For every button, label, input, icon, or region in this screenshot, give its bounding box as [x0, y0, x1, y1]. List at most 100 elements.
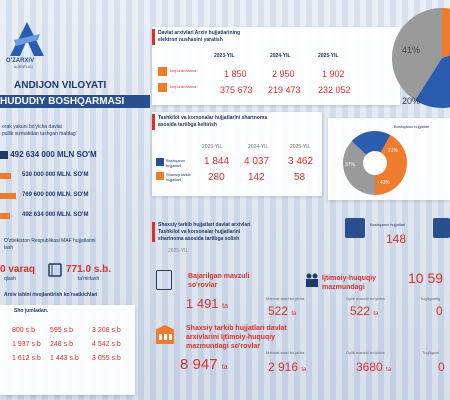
digital-year-1: 2023-YIL	[214, 53, 235, 59]
shaxsiy-year: 2025-YIL	[168, 248, 189, 254]
arxiv-cell: 3 208 s.b	[92, 327, 121, 334]
digital-r2c1: 375 673	[220, 85, 253, 95]
revenue-total: 492 634 000 MLN SO'M	[0, 150, 97, 159]
digital-r1c2: 2 950	[272, 69, 295, 79]
bajarilgan-value: 1 491 ta	[186, 296, 228, 311]
arxiv-cell: 3 055 s.b	[92, 355, 121, 362]
digital-year-2: 2024-YIL	[270, 53, 291, 59]
bottom-title-line1: Shaxsiy tarkib hujjatlari davlat	[186, 325, 287, 332]
revenue-bar	[0, 173, 11, 179]
tashkilot-year-2: 2024-YIL	[248, 144, 269, 150]
logo-text: O'ZARXIV	[6, 58, 35, 64]
digital-r1c1: 1 850	[224, 69, 247, 79]
shaxsiy-boshqaruv-label: Boshqaruv hujjatlari	[370, 222, 406, 227]
pie1-slice	[415, 55, 450, 108]
ijtimoiy-sub-label-1: Mehnat stazi bo'yicha	[266, 296, 305, 301]
tashkilot-row2-label: Shaxsiy tarkib hujjatlari	[166, 172, 191, 182]
maf-caption-line1: O'zbekiston Respublikasi MAF hujjatlarin…	[4, 238, 96, 244]
box-icon-2	[158, 83, 167, 92]
revenue-bar	[0, 213, 10, 219]
ijtimoiy-sub-1-value: 522	[268, 304, 289, 318]
ijtimoiy-title-line2: mazmundagi	[322, 284, 365, 291]
bottom-sub-2: 3680 ta	[356, 360, 391, 374]
arxiv-cell: 1 612 s.b	[12, 355, 41, 362]
arxiv-cell: 248 s.b	[50, 341, 73, 348]
bajarilgan-title-line2: so'rovlar	[188, 282, 218, 289]
bajarilgan-title-line1: Bajarilgan mavzuli	[188, 273, 250, 280]
stat-varaq: 0 varaq	[0, 264, 36, 275]
pie1-label-1: 41%	[402, 45, 420, 55]
bottom-sub-3: 0	[438, 360, 445, 374]
folder-icon-2	[156, 172, 164, 180]
archive-icon	[345, 218, 365, 238]
bajarilgan-title: Bajarilgan mavzuli so'rovlar	[188, 272, 249, 290]
pie2-slice	[343, 141, 375, 195]
digital-title-line2: elektron nushasini yaratish	[158, 37, 223, 43]
shaxsiy-title: Shaxsiy tarkib hujjatlari davlat arxivla…	[152, 222, 251, 243]
bottom-sub-label-2: Oylik maoshi bo'yicha	[346, 350, 385, 355]
ijtimoiy-sub-1-unit: ta	[291, 311, 297, 317]
bottom-sub-label-1: Mehnat stazi bo'yicha	[266, 350, 305, 355]
bottom-title-line3: mazmundagi so'rovlar	[186, 343, 261, 350]
stat-sb-sub: ta'mirlash	[78, 276, 100, 282]
pie-chart-digital: 41% 20%	[392, 8, 450, 108]
ijtimoiy-sub-3: 0	[436, 304, 443, 318]
money-icon	[0, 150, 8, 159]
tashkilot-r2c3: 58	[294, 172, 306, 183]
digital-r2c3: 232 052	[318, 85, 351, 95]
digital-r2c2: 219 473	[268, 85, 301, 95]
bottom-title-line2: arxivlarini Ijtimoiy-huquqiy	[186, 334, 276, 341]
ijtimoiy-sub-label-2: Oylik maoshi bo'yicha	[346, 296, 385, 301]
people-icon	[304, 272, 320, 288]
ijtimoiy-sub-2-value: 522	[350, 304, 371, 318]
stat-sb: 771.0 s.b.	[66, 264, 112, 275]
digital-title: Davlat arxivlari Arxiv hujjatlarining el…	[158, 30, 240, 44]
tashkilot-year-1: 2023-YIL	[202, 144, 223, 150]
digital-year-3: 2025-YIL	[318, 53, 339, 59]
box-icon	[158, 67, 167, 76]
arxiv-cell: 595 s.b	[50, 327, 73, 334]
pie1-slice	[442, 8, 450, 58]
revenue-caption: orak yakuni bo'yicha davlat pullik xizma…	[2, 124, 77, 138]
bottom-sub-2-value: 3680	[356, 360, 383, 374]
bottom-sub-1-value: 2 916	[268, 360, 299, 374]
building-icon	[154, 324, 176, 346]
donut-chart-tashkilot: 37% 21% 43%	[343, 131, 407, 195]
digital-row2-label: Umj ta arxivlarda	[170, 85, 197, 89]
arxiv-cell: 4 542 s.b	[92, 341, 121, 348]
bajarilgan-unit: ta	[222, 303, 229, 310]
bottom-unit: ta	[221, 364, 228, 371]
pie1-slice	[392, 8, 442, 101]
bottom-title: Shaxsiy tarkib hujjatlari davlat arxivla…	[186, 324, 287, 351]
tashkilot-title: Tashkilot va korxonalar hujjatlarini sha…	[158, 115, 267, 129]
tashkilot-r1c1: 1 844	[204, 156, 230, 167]
folder-icon	[156, 158, 164, 166]
ijtimoiy-title-line1: Ijtimoiy-huquqiy	[322, 275, 377, 282]
arxiv-cell: 1 443 s.b	[50, 355, 79, 362]
document-icon	[156, 270, 172, 290]
arxiv-title: Arxiv ishini rivojlantirish ko'rsatkichl…	[4, 292, 98, 298]
ijtimoiy-sub-1: 522 ta	[268, 304, 296, 318]
tashkilot-title-line1: Tashkilot va korxonalar hujjatlarini sha…	[158, 115, 268, 121]
ijtimoiy-sub-label-3: Tug'ilganlig	[420, 296, 440, 301]
pie2-legend: Boshqaruv hujjatlari	[394, 124, 430, 129]
arxiv-table-card: Sho jumladan. 800 s.b 595 s.b 3 208 s.b 1 9…	[0, 305, 135, 395]
ijtimoiy-value: 10 59	[408, 270, 444, 286]
pie2-label-2: 21%	[388, 148, 399, 154]
tashkilot-r1c2: 4 037	[244, 156, 270, 167]
digital-r1c3: 1 902	[322, 69, 345, 79]
title-line1: ANDIJON VILOYATI	[14, 80, 107, 91]
archive-icon-2	[433, 218, 450, 238]
shaxsiy-title-line2: Tashkilot va korxonalar hujjatlarini	[158, 229, 241, 235]
bottom-sub-label-3: Tug'ilgani	[422, 350, 439, 355]
bottom-sub-1: 2 916 ta	[268, 360, 306, 374]
digital-copies-card: Davlat arxivlari Arxiv hujjatlarining el…	[152, 27, 400, 105]
maf-caption: O'zbekiston Respublikasi MAF hujjatlarin…	[4, 238, 96, 252]
shaxsiy-boshqaruv-value: 148	[386, 232, 407, 246]
book-icon	[48, 262, 62, 278]
shaxsiy-title-line3: shartnoma asosida tartibga solish	[158, 236, 240, 242]
tashkilot-r2c1: 280	[208, 172, 225, 183]
pie2-slice	[351, 131, 391, 163]
bottom-value: 8 947 ta	[180, 356, 228, 373]
tashkilot-r2c2: 142	[248, 172, 265, 183]
